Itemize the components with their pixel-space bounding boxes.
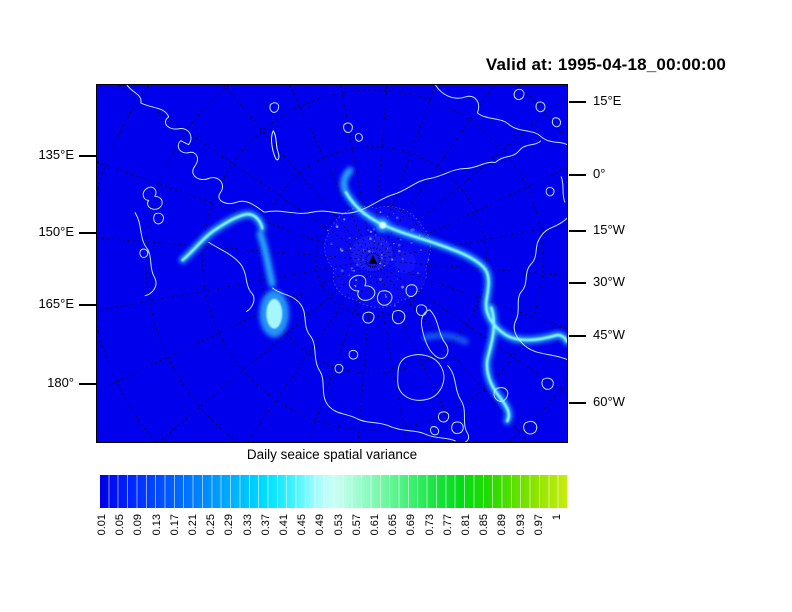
meridian-label-right: 60°W xyxy=(593,394,625,409)
meridian-label-right: 30°W xyxy=(593,274,625,289)
colorbar-tick-label: 0.45 xyxy=(296,514,309,536)
meridian-label-left: 180° xyxy=(47,375,74,390)
meridian-label-right: 0° xyxy=(593,166,606,181)
map-image xyxy=(97,85,567,442)
colorbar-tick-label: 0.53 xyxy=(332,514,345,536)
tick-mark-right xyxy=(569,402,586,404)
tick-mark-right xyxy=(569,174,586,176)
colorbar-tick-label: 0.69 xyxy=(405,514,418,536)
colorbar-tick-label: 0.37 xyxy=(259,514,272,536)
meridian-label-left: 150°E xyxy=(38,224,74,239)
tick-mark-left xyxy=(79,383,96,385)
meridian-label-right: 15°W xyxy=(593,222,625,237)
colorbar-tick-label: 0.17 xyxy=(168,514,181,536)
colorbar-tick-label: 0.57 xyxy=(350,514,363,536)
colorbar-gradient xyxy=(100,475,568,508)
colorbar-tick-label: 0.01 xyxy=(96,514,108,536)
colorbar-tick-label: 0.41 xyxy=(278,514,290,536)
colorbar-tick-label: 0.65 xyxy=(387,514,400,536)
colorbar-tick-label: 0.81 xyxy=(460,514,472,536)
graticule-lines xyxy=(97,85,567,442)
colorbar-tick-label: 0.73 xyxy=(423,514,436,536)
tick-mark-right xyxy=(569,335,586,337)
tick-mark-right xyxy=(569,282,586,284)
colorbar-tick-label: 0.13 xyxy=(150,514,163,536)
colorbar-tick-label: 0.33 xyxy=(241,514,254,536)
tick-mark-left xyxy=(79,155,96,157)
colorbar-tick-label: 0.21 xyxy=(187,514,199,536)
coastlines xyxy=(126,85,567,442)
tick-mark-right xyxy=(569,230,586,232)
ice-edge-core xyxy=(181,191,567,423)
tick-mark-right xyxy=(569,101,586,103)
pole-marker xyxy=(368,255,378,264)
meridian-label-left: 165°E xyxy=(38,296,74,311)
colorbar-tick-label: 0.49 xyxy=(314,514,327,536)
map-panel xyxy=(96,84,568,443)
meridian-label-right: 15°E xyxy=(593,93,622,108)
colorbar-tick-label: 1 xyxy=(551,514,563,521)
colorbar-tick-label: 0.93 xyxy=(514,514,527,536)
colorbar-tick-label: 0.29 xyxy=(223,514,236,536)
colorbar-tick-label: 0.97 xyxy=(532,514,545,536)
colorbar-tick-label: 0.85 xyxy=(478,514,491,536)
meridian-label-left: 135°E xyxy=(38,147,74,162)
colorbar-tick-label: 0.77 xyxy=(441,514,454,536)
colorbar-tick-label: 0.09 xyxy=(132,514,145,536)
colorbar-title: Daily seaice spatial variance xyxy=(246,447,418,462)
meridian-label-right: 45°W xyxy=(593,327,625,342)
colorbar-tick-label: 0.61 xyxy=(369,514,381,536)
colorbar-tick-label: 0.89 xyxy=(496,514,509,536)
colorbar-tick-label: 0.05 xyxy=(114,514,127,536)
colorbar-tick-label: 0.25 xyxy=(205,514,218,536)
tick-mark-left xyxy=(79,304,96,306)
plot-title: Valid at: 1995-04-18_00:00:00 xyxy=(485,55,727,74)
tick-mark-left xyxy=(79,232,96,234)
